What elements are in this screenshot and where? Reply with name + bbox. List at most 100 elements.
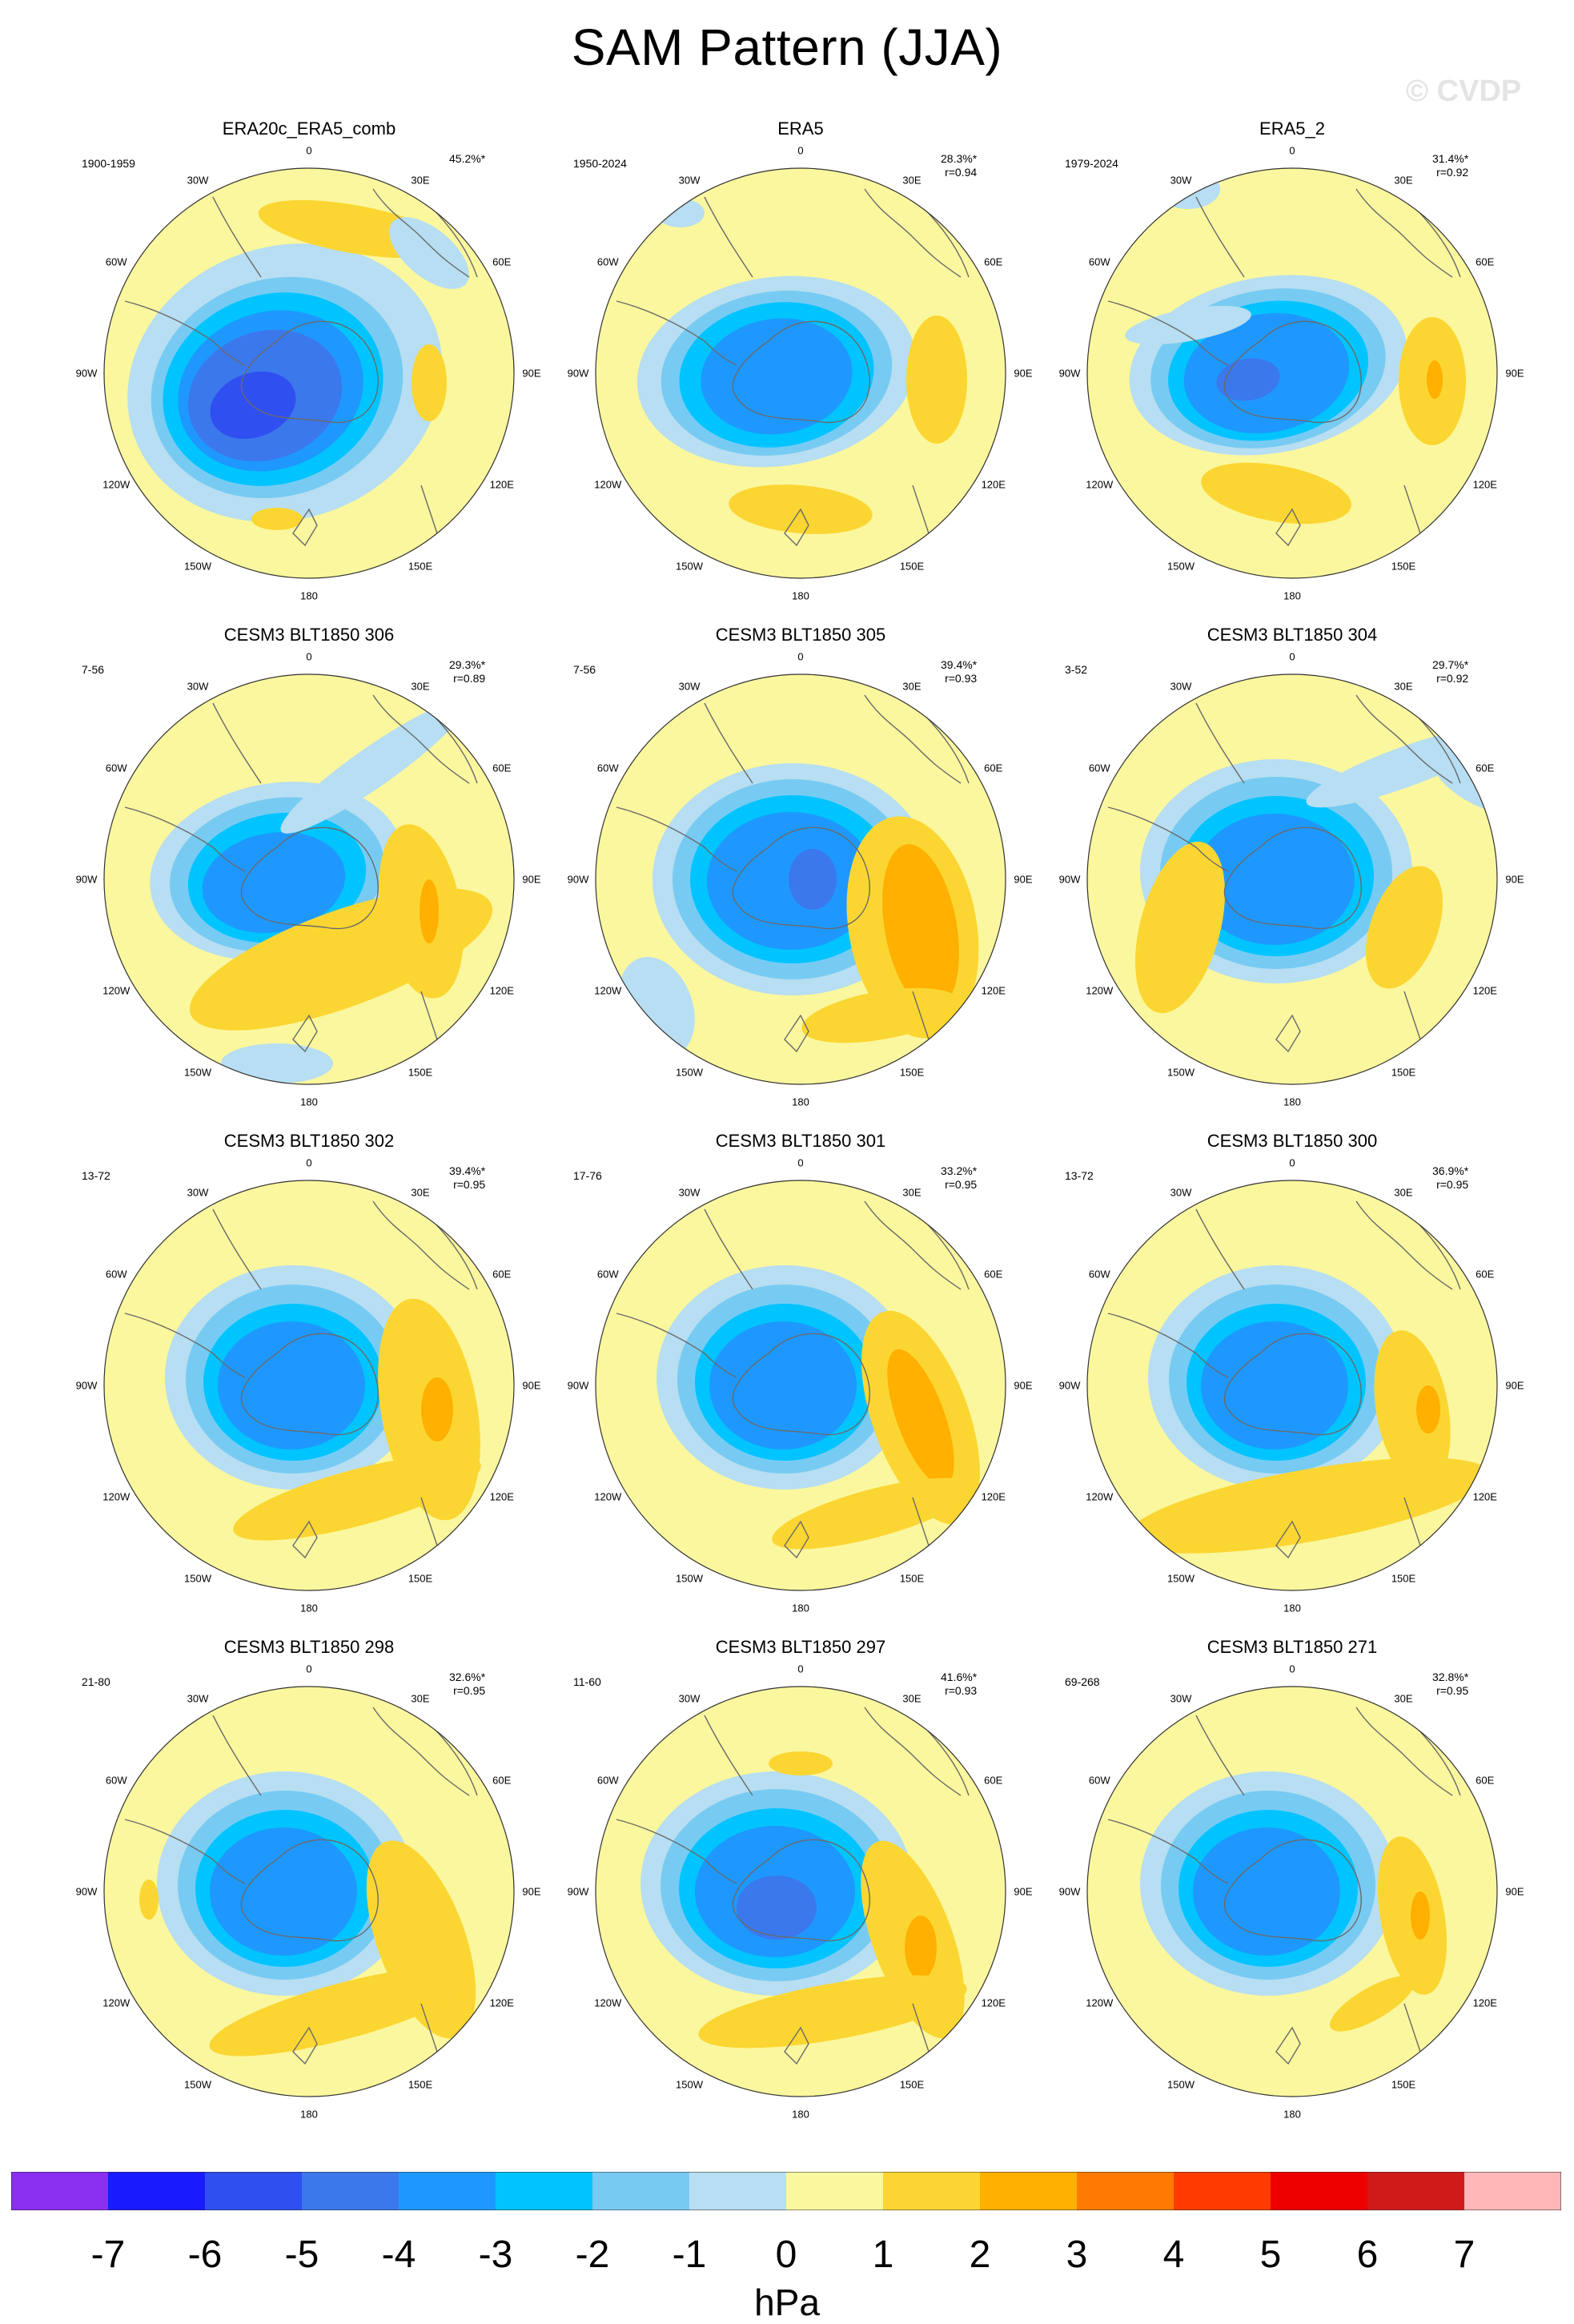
longitude-label: 90E <box>1505 367 1524 380</box>
coastline <box>704 702 753 784</box>
longitude-label: 150E <box>899 1572 925 1585</box>
coastline <box>616 806 737 872</box>
panel-variance-pct: 33.2%* <box>941 1164 978 1177</box>
longitude-label: 30W <box>187 680 209 693</box>
longitude-label: 60E <box>984 1774 1003 1787</box>
coastline <box>372 694 470 784</box>
map-border <box>595 673 1006 1085</box>
longitude-label: 120W <box>1086 478 1114 491</box>
colorbar-tick-label: 7 <box>1453 2234 1476 2276</box>
contour-region <box>882 844 959 1011</box>
coastline <box>292 508 318 547</box>
map-panel: CESM3 BLT1850 271 69-268 32.8%* r=0.95 0 30E 6… <box>1052 1637 1532 2133</box>
longitude-label: 0 <box>797 1156 804 1169</box>
longitude-label: 150W <box>676 1572 703 1585</box>
longitude-label: 180 <box>1283 589 1301 602</box>
longitude-label: 60W <box>596 255 619 268</box>
coastline <box>732 320 870 424</box>
longitude-label: 60W <box>596 1774 619 1787</box>
colorbar-swatch <box>592 2172 690 2210</box>
panel-pattern-correlation: r=0.95 <box>453 1684 486 1697</box>
polar-map <box>1086 673 1498 1085</box>
colorbar-swatch <box>980 2172 1078 2210</box>
colorbar-tick-label: 4 <box>1162 2234 1185 2276</box>
coastline <box>784 1520 809 1559</box>
longitude-label: 30W <box>1170 174 1192 187</box>
panel-variance-pct: 45.2%* <box>449 152 486 165</box>
panel-stats: 41.6%* r=0.93 <box>941 1671 977 1698</box>
panel-stats: 45.2%* <box>449 152 485 166</box>
longitude-label: 90E <box>1014 1379 1033 1392</box>
map-border <box>1086 673 1498 1085</box>
longitude-label: 150W <box>184 2078 211 2091</box>
panel-variance-pct: 29.3%* <box>449 658 486 671</box>
longitude-label: 30E <box>1394 680 1413 693</box>
contour-region <box>1365 866 1444 989</box>
longitude-label: 120W <box>594 478 622 491</box>
map-border <box>1086 167 1498 579</box>
contour-region <box>412 344 447 421</box>
longitude-label: 90W <box>567 1379 589 1392</box>
longitude-label: 60E <box>984 255 1003 268</box>
panel-variance-pct: 29.7%* <box>1432 658 1469 671</box>
panel-stats: 28.3%* r=0.94 <box>941 152 977 179</box>
panel-title: CESM3 BLT1850 271 <box>1207 1637 1378 1657</box>
contour-region <box>772 1478 974 1550</box>
colorbar-swatch <box>1077 2172 1174 2210</box>
coastline <box>1223 320 1362 424</box>
polar-map <box>595 673 1006 1085</box>
longitude-label: 30E <box>1394 174 1413 187</box>
coastline <box>1195 702 1245 784</box>
contour-region <box>209 1967 473 2057</box>
longitude-label: 90E <box>1014 367 1033 380</box>
contour-region <box>801 987 960 1043</box>
longitude-label: 60E <box>1476 1268 1495 1281</box>
longitude-label: 180 <box>1283 1602 1301 1614</box>
panel-title: CESM3 BLT1850 301 <box>715 1131 886 1151</box>
longitude-label: 120E <box>489 984 514 997</box>
polar-map <box>595 1180 1006 1591</box>
map-panel: ERA5_2 1979-2024 31.4%* r=0.92 0 30E 60E 90E 120… <box>1052 119 1532 615</box>
longitude-label: 60E <box>984 1268 1003 1281</box>
map-panel: CESM3 BLT1850 298 21-80 32.6%* r=0.95 0 30E 60… <box>69 1637 549 2133</box>
coastline <box>1195 196 1245 278</box>
contour-region <box>737 1876 817 1940</box>
longitude-label: 90W <box>1058 1379 1081 1392</box>
longitude-label: 150W <box>1167 1572 1195 1585</box>
coastline <box>240 320 379 424</box>
panel-stats: 29.3%* r=0.89 <box>449 658 485 686</box>
longitude-label: 120E <box>1472 984 1497 997</box>
contour-region <box>1195 814 1355 945</box>
longitude-label: 180 <box>300 1096 318 1108</box>
panel-variance-pct: 32.6%* <box>449 1671 486 1683</box>
longitude-label: 90E <box>522 1379 541 1392</box>
colorbar-swatch <box>1174 2172 1271 2210</box>
longitude-label: 180 <box>792 589 809 602</box>
coastline <box>864 1707 962 1796</box>
coastline <box>616 1819 737 1884</box>
longitude-label: 120W <box>594 1996 622 2009</box>
panel-period: 69-268 <box>1065 1675 1100 1688</box>
coastline <box>864 188 962 278</box>
page-title: SAM Pattern (JJA) <box>571 18 1003 76</box>
longitude-label: 120E <box>489 1996 514 2009</box>
longitude-label: 30W <box>187 174 209 187</box>
longitude-label: 150W <box>184 1572 211 1585</box>
longitude-label: 30E <box>902 1186 922 1199</box>
longitude-label: 60W <box>596 762 619 774</box>
longitude-label: 180 <box>1283 2108 1301 2121</box>
longitude-label: 30E <box>902 174 922 187</box>
longitude-label: 150E <box>1391 1066 1416 1079</box>
longitude-label: 30W <box>187 1186 209 1199</box>
map-border <box>595 167 1006 579</box>
longitude-label: 180 <box>792 1096 809 1108</box>
coastline <box>1107 1313 1229 1378</box>
longitude-label: 60W <box>1088 762 1110 774</box>
longitude-label: 120E <box>981 478 1006 491</box>
coastline <box>372 188 470 278</box>
map-panel: CESM3 BLT1850 304 3-52 29.7%* r=0.92 0 30E 60E… <box>1052 625 1532 1121</box>
longitude-label: 90E <box>522 1885 541 1898</box>
contour-region <box>1416 1385 1440 1433</box>
longitude-label: 0 <box>306 1156 312 1169</box>
colorbar-tick-label: -5 <box>284 2234 319 2276</box>
